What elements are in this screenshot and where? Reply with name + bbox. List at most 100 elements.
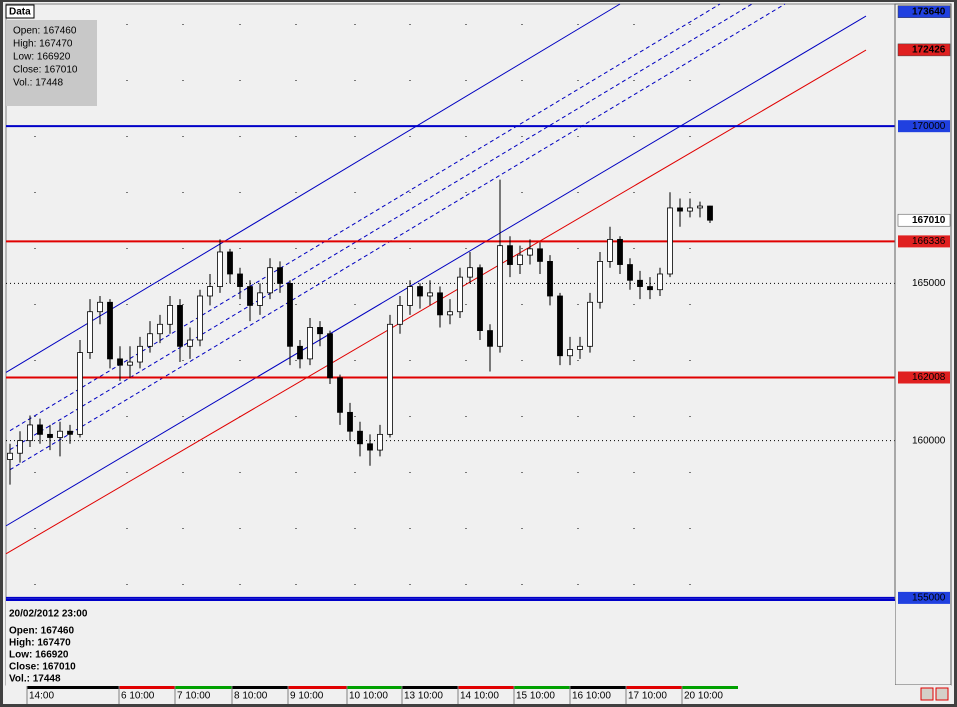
candle-body xyxy=(587,301,593,347)
candle-body xyxy=(627,264,633,281)
candle-body xyxy=(657,273,663,291)
x-tick-label: 10 10:00 xyxy=(349,691,388,702)
candle-body xyxy=(247,286,253,306)
candle-body xyxy=(497,245,503,347)
x-tick-label: 15 10:00 xyxy=(516,691,555,702)
candle-body xyxy=(187,339,193,347)
level-tag xyxy=(898,235,950,248)
candle-body xyxy=(597,260,603,303)
candle-body xyxy=(17,440,23,454)
level-label: 166336 xyxy=(912,236,946,247)
x-tick-label: 6 10:00 xyxy=(121,691,155,702)
candle-body xyxy=(387,323,393,435)
price-tag-label: 167010 xyxy=(912,215,946,226)
price-tag-label: 173640 xyxy=(912,6,946,17)
y-tick-label: 160000 xyxy=(912,435,946,446)
plot-area xyxy=(5,3,896,686)
x-tick-label: 9 10:00 xyxy=(290,691,324,702)
panel-date: 20/02/2012 23:00 xyxy=(9,609,88,620)
price-tag-label: 172426 xyxy=(912,45,946,56)
candle-body xyxy=(617,238,623,265)
candle-body xyxy=(237,273,243,287)
candle-body xyxy=(367,443,373,451)
session-stripe xyxy=(232,686,288,689)
session-stripe xyxy=(458,686,514,689)
candle-body xyxy=(507,245,513,265)
candle-body xyxy=(267,267,273,294)
trendline xyxy=(9,3,721,432)
candle-body xyxy=(667,207,673,275)
candle-body xyxy=(637,279,643,287)
session-stripe xyxy=(288,686,347,689)
candle-body xyxy=(377,433,383,451)
info-box xyxy=(6,20,97,106)
plot xyxy=(5,3,895,600)
info-title: Data xyxy=(9,7,31,18)
axis-layer: 160000 165000 170000 166336 162008 155000 1736… xyxy=(897,5,951,604)
candle-body xyxy=(217,251,223,287)
x-tick-label: 7 10:00 xyxy=(177,691,211,702)
session-stripe xyxy=(570,686,626,689)
candle-body xyxy=(197,295,203,341)
candle-body xyxy=(537,248,543,262)
level-label: 155000 xyxy=(912,593,946,604)
candle-body xyxy=(337,377,343,413)
level-label: 170000 xyxy=(912,121,946,132)
info-line: High: 167470 xyxy=(13,39,73,50)
candle-body xyxy=(137,345,143,363)
session-stripe xyxy=(27,686,119,689)
candle-body xyxy=(287,283,293,347)
candle-body xyxy=(417,286,423,297)
candle-body xyxy=(47,433,53,438)
info-title-box xyxy=(5,4,35,19)
candle-body xyxy=(427,292,433,297)
info-line: Close: 167010 xyxy=(13,65,78,76)
panel-line: High: 167470 xyxy=(9,638,71,649)
candle-body xyxy=(517,254,523,265)
panel-line: Vol.: 17448 xyxy=(9,674,61,685)
trendline xyxy=(9,3,786,471)
session-stripe xyxy=(119,686,175,689)
scroll-button[interactable] xyxy=(935,687,949,701)
price-tag xyxy=(897,5,951,18)
candle-body xyxy=(447,311,453,316)
candle-body xyxy=(57,430,63,438)
candle-body xyxy=(107,301,113,360)
session-stripe xyxy=(682,686,738,689)
panel-line: Close: 167010 xyxy=(9,662,76,673)
candle-body xyxy=(707,205,713,221)
candle-body xyxy=(607,238,613,262)
candle-body xyxy=(277,267,283,284)
candle-body xyxy=(487,330,493,347)
candle-body xyxy=(647,286,653,291)
candle-body xyxy=(97,301,103,313)
session-stripe xyxy=(347,686,402,689)
trendline xyxy=(5,15,867,527)
candle-body xyxy=(127,361,133,366)
candle-body xyxy=(177,305,183,347)
candle-body xyxy=(527,248,533,256)
x-axis-band xyxy=(6,685,951,704)
price-axis xyxy=(894,3,952,686)
candle-body xyxy=(347,411,353,432)
candle-body xyxy=(327,333,333,379)
candle-body xyxy=(397,305,403,325)
x-tick-label: 17 10:00 xyxy=(628,691,667,702)
candle-body xyxy=(147,333,153,347)
candle-body xyxy=(317,327,323,335)
candle-body xyxy=(297,345,303,360)
candle-body xyxy=(257,292,263,306)
candle-body xyxy=(577,345,583,350)
x-tick-label: 14:00 xyxy=(29,691,54,702)
y-tick-label: 165000 xyxy=(912,278,946,289)
session-stripe xyxy=(175,686,232,689)
x-tick-label: 13 10:00 xyxy=(404,691,443,702)
x-tick-label: 16 10:00 xyxy=(572,691,611,702)
candle-body xyxy=(437,292,443,316)
candle-body xyxy=(567,349,573,357)
level-tag xyxy=(898,591,950,604)
scroll-button[interactable] xyxy=(920,687,934,701)
candle-body xyxy=(677,207,683,212)
